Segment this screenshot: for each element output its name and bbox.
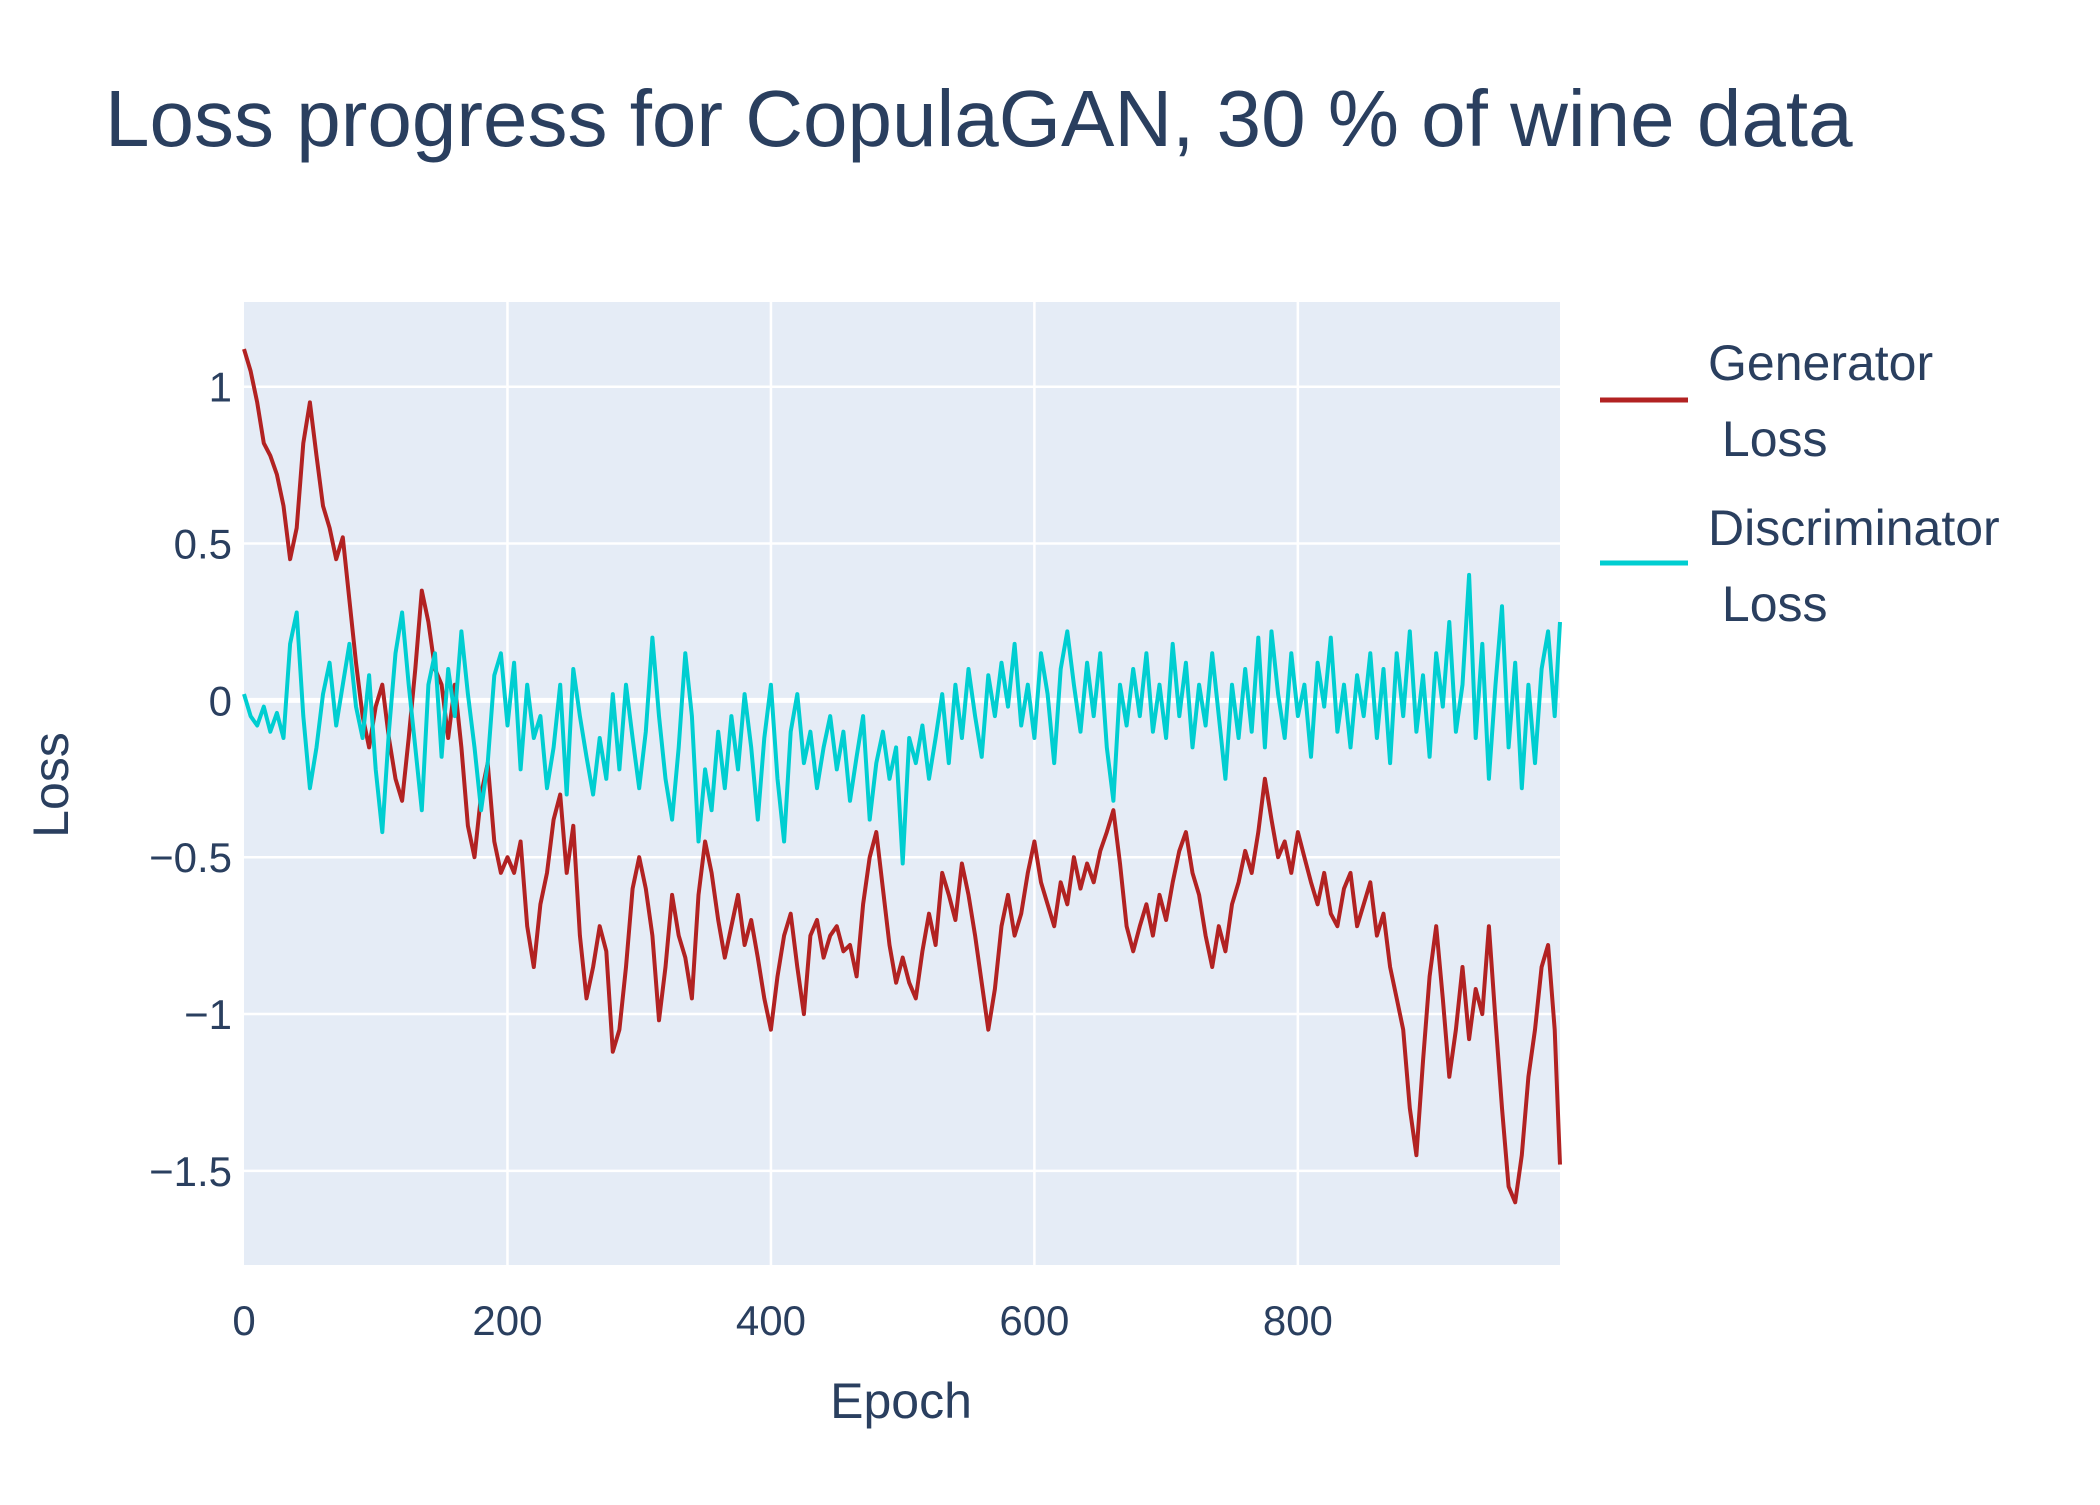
y-tick-label: 1	[209, 364, 232, 411]
x-tick-label: 600	[999, 1297, 1069, 1344]
x-tick-label: 0	[232, 1297, 255, 1344]
y-tick-label: −1	[184, 991, 232, 1038]
y-axis-ticks: 1 0.5 0 −0.5 −1 −1.5	[149, 364, 232, 1195]
generator-loss-line	[242, 348, 1562, 1205]
y-axis-title: Loss	[23, 732, 79, 838]
y-tick-label: −0.5	[149, 834, 232, 881]
discriminator-loss-line	[242, 572, 1562, 866]
legend-label: Generator Loss	[1708, 335, 1933, 467]
x-tick-label: 200	[472, 1297, 542, 1344]
y-tick-label: −1.5	[149, 1148, 232, 1195]
legend-item-discriminator-loss[interactable]: Discriminator Loss	[1600, 500, 2000, 632]
x-axis-ticks: 0 200 400 600 800	[232, 1297, 1333, 1344]
legend-label: Discriminator Loss	[1708, 500, 2000, 632]
legend-item-generator-loss[interactable]: Generator Loss	[1600, 335, 1933, 467]
x-tick-label: 800	[1263, 1297, 1333, 1344]
y-tick-label: 0	[209, 677, 232, 724]
legend: Generator Loss Discriminator Loss	[1600, 335, 2000, 632]
x-tick-label: 400	[736, 1297, 806, 1344]
plot-area	[242, 302, 1562, 1265]
x-axis-title: Epoch	[830, 1373, 972, 1429]
y-tick-label: 0.5	[174, 521, 232, 568]
plot-background	[244, 302, 1560, 1265]
chart-title: Loss progress for CopulaGAN, 30 % of win…	[105, 74, 1853, 163]
